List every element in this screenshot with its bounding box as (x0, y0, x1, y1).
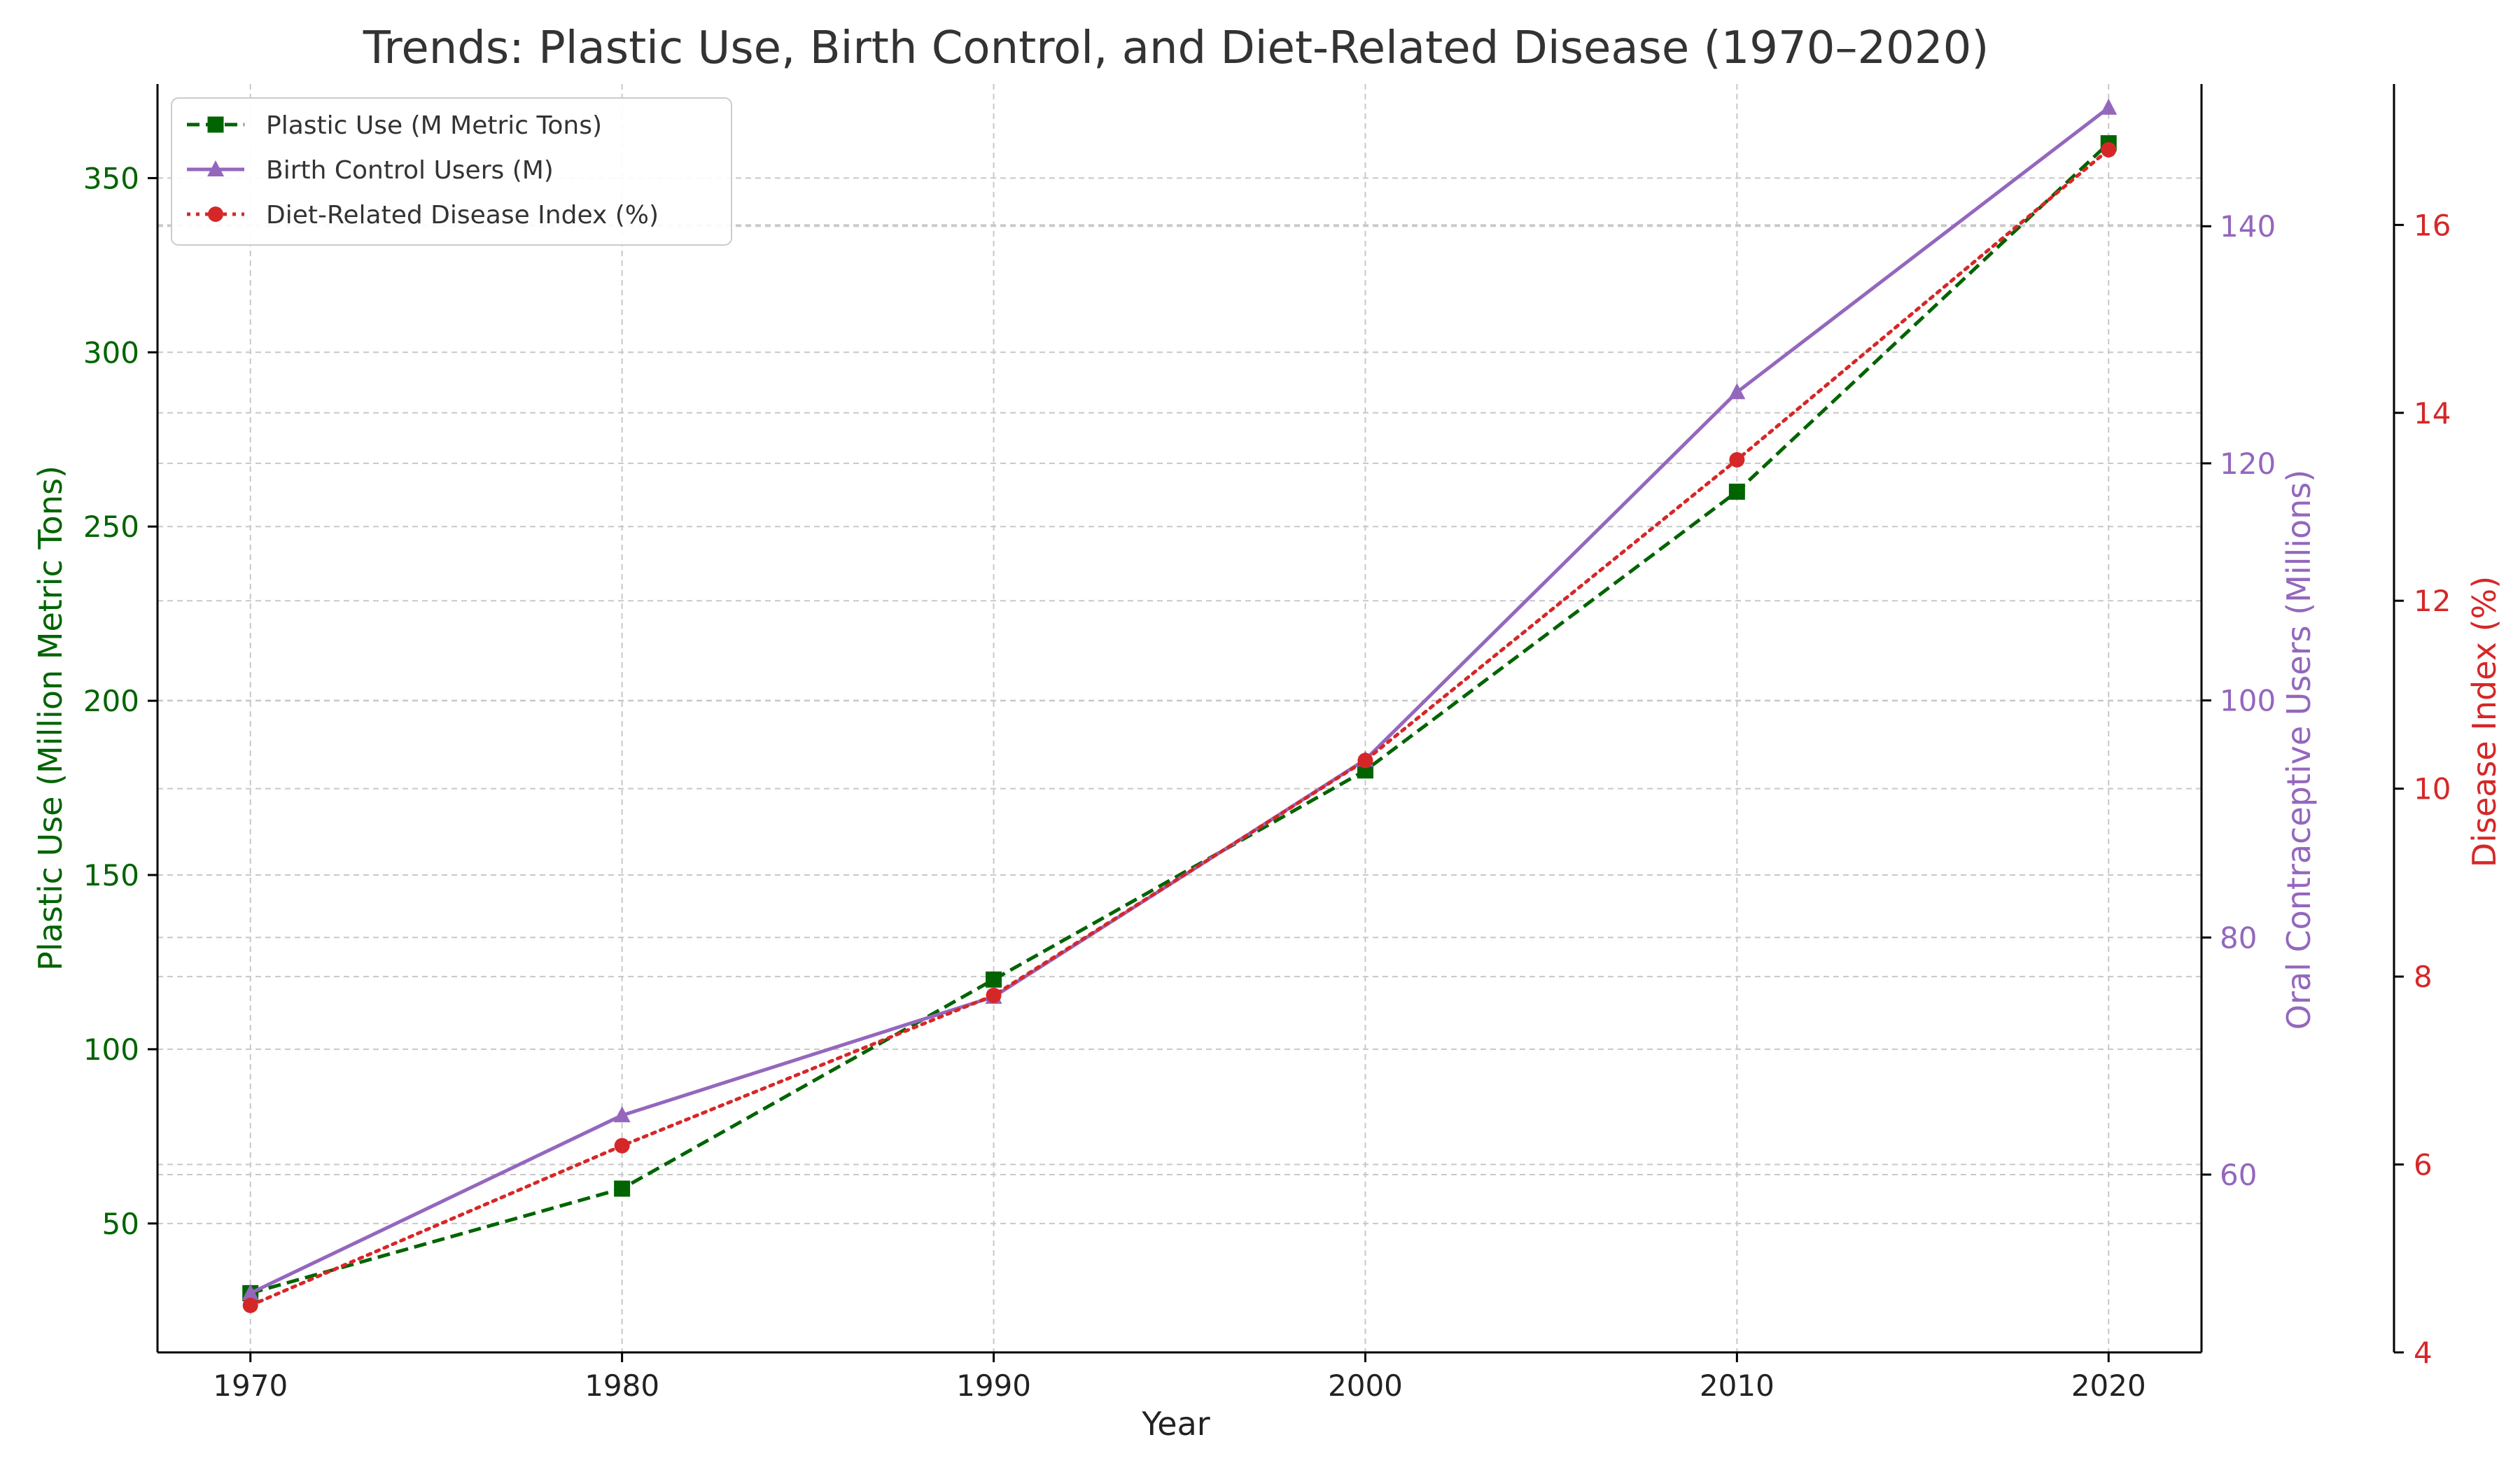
data-point (2101, 141, 2117, 158)
data-point (242, 1297, 258, 1313)
data-point (2100, 98, 2118, 115)
right2-y-tick-label: 6 (2414, 1148, 2432, 1182)
x-tick-label: 1970 (213, 1368, 288, 1403)
data-point (241, 1284, 259, 1301)
data-point (614, 1138, 630, 1154)
legend-label: Diet-Related Disease Index (%) (266, 201, 659, 230)
x-tick-label: 1990 (956, 1368, 1031, 1403)
right1-y-tick-label: 140 (2220, 209, 2276, 244)
left-y-tick-label: 150 (83, 858, 139, 892)
right1-y-axis-label: Oral Contraceptive Users (Millions) (2280, 470, 2318, 1030)
x-tick-label: 2000 (1328, 1368, 1403, 1403)
left-y-tick-label: 300 (83, 335, 139, 370)
data-point (986, 971, 1002, 988)
legend-marker (207, 160, 224, 176)
legend-marker (207, 116, 224, 133)
right1-y-tick-label: 60 (2220, 1158, 2257, 1192)
legend-marker (208, 206, 223, 222)
right2-y-tick-label: 8 (2414, 960, 2432, 994)
series-line (250, 141, 2110, 1295)
right2-y-tick-label: 4 (2414, 1336, 2432, 1370)
legend-item: Diet-Related Disease Index (%) (187, 201, 659, 230)
right2-y-tick-label: 16 (2414, 208, 2451, 242)
series-layer (241, 98, 2118, 1313)
grid (158, 84, 2202, 1353)
left-y-tick-label: 350 (83, 161, 139, 195)
data-point (614, 1180, 631, 1197)
right2-y-tick-label: 12 (2414, 584, 2451, 618)
x-tick-label: 1980 (584, 1368, 659, 1403)
left-y-axis-label: Plastic Use (Million Metric Tons) (31, 465, 69, 971)
chart-title: Trends: Plastic Use, Birth Control, and … (363, 22, 1989, 74)
left-y-tick-label: 50 (102, 1207, 139, 1241)
legend-item: Birth Control Users (M) (187, 156, 554, 185)
legend-box (171, 97, 732, 246)
left-y-tick-label: 250 (83, 510, 139, 544)
x-tick-label: 2020 (2071, 1368, 2146, 1403)
data-point (986, 987, 1002, 1003)
right2-y-tick-label: 14 (2414, 396, 2451, 430)
series-line (248, 148, 2110, 1308)
data-point (1357, 752, 1373, 769)
x-axis-label: Year (1141, 1405, 1210, 1443)
left-y-tick-label: 200 (83, 684, 139, 718)
series-line (249, 106, 2110, 1295)
data-point (1728, 483, 1745, 500)
right2-y-tick-label: 10 (2414, 772, 2451, 806)
left-y-tick-label: 100 (83, 1032, 139, 1067)
data-point (613, 1106, 631, 1123)
series-3 (242, 141, 2117, 1313)
right2-y-axis-label: Disease Index (%) (2465, 576, 2503, 867)
legend-label: Birth Control Users (M) (266, 156, 554, 185)
legend-item: Plastic Use (M Metric Tons) (187, 111, 602, 140)
data-point (1728, 383, 1746, 400)
legend: Plastic Use (M Metric Tons) Birth Control… (171, 97, 732, 246)
x-tick-label: 2010 (1700, 1368, 1774, 1403)
right1-y-tick-label: 120 (2220, 447, 2276, 481)
right1-y-tick-label: 100 (2220, 684, 2276, 718)
legend-label: Plastic Use (M Metric Tons) (266, 111, 602, 140)
axes: 1970 1980 1990 2000 2010 2020 50 100 150 200 250 30… (31, 84, 2503, 1403)
right1-y-tick-label: 80 (2220, 920, 2257, 955)
data-point (1729, 451, 1745, 468)
